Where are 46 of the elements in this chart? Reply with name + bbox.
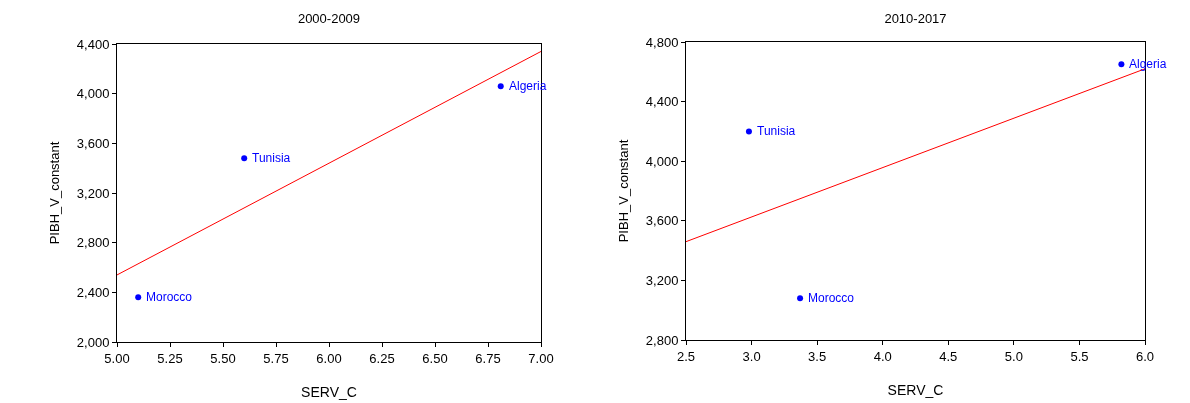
annotation: Morocco — [808, 291, 855, 305]
x-tick-label: 5.5 — [1070, 348, 1089, 364]
y-tick-label: 4,000 — [645, 153, 679, 169]
y-tick-label: 2,000 — [76, 334, 110, 350]
y-tick-label: 3,600 — [645, 213, 679, 229]
x-axis-title: SERV_C — [887, 381, 944, 398]
point — [1118, 61, 1125, 68]
y-tick-label: 2,800 — [76, 235, 110, 251]
x-axis-title: SERV_C — [301, 383, 357, 400]
y-tick-label: 2,800 — [645, 332, 679, 348]
y-tick-label: 3,600 — [76, 135, 110, 151]
y-axis-title: PIBH_V_constant — [615, 139, 631, 243]
annotation: Morocco — [146, 290, 193, 304]
y-tick-label: 3,200 — [645, 272, 679, 288]
point — [135, 294, 142, 301]
x-tick-label: 5.50 — [210, 350, 236, 366]
y-tick-label: 4,400 — [76, 36, 110, 52]
x-tick-label: 4.5 — [939, 348, 958, 364]
x-tick-label: 5.75 — [263, 350, 289, 366]
x-tick-label: 6.25 — [369, 350, 395, 366]
x-tick-label: 3.0 — [742, 348, 761, 364]
y-axis-title: PIBH_V_constant — [46, 141, 62, 245]
x-tick-label: 5.25 — [157, 350, 183, 366]
point — [497, 83, 504, 90]
y-tick-label: 4,000 — [76, 86, 110, 102]
y-tick-label: 4,400 — [645, 94, 679, 110]
chart-title: 2000-2009 — [297, 10, 361, 26]
x-tick-label: 5.00 — [104, 350, 130, 366]
x-tick-label: 5.0 — [1004, 348, 1023, 364]
x-tick-label: 7.00 — [528, 350, 554, 366]
x-tick-label: 6.75 — [475, 350, 501, 366]
x-tick-label: 2.5 — [676, 348, 696, 364]
x-tick-label: 6.00 — [316, 350, 342, 366]
x-tick-label: 6.0 — [1135, 348, 1155, 364]
x-tick-label: 4.0 — [873, 348, 892, 364]
point — [241, 155, 248, 162]
y-tick-label: 3,200 — [76, 185, 110, 201]
chart-title: 2010-2017 — [884, 10, 947, 26]
point — [745, 128, 752, 135]
x-tick-label: 3.5 — [808, 348, 827, 364]
annotation: Tunisia — [252, 151, 291, 165]
x-tick-label: 6.50 — [422, 350, 448, 366]
point — [797, 295, 804, 302]
y-tick-label: 2,400 — [76, 284, 110, 300]
annotation: Tunisia — [757, 124, 796, 138]
y-tick-label: 4,800 — [645, 34, 679, 50]
